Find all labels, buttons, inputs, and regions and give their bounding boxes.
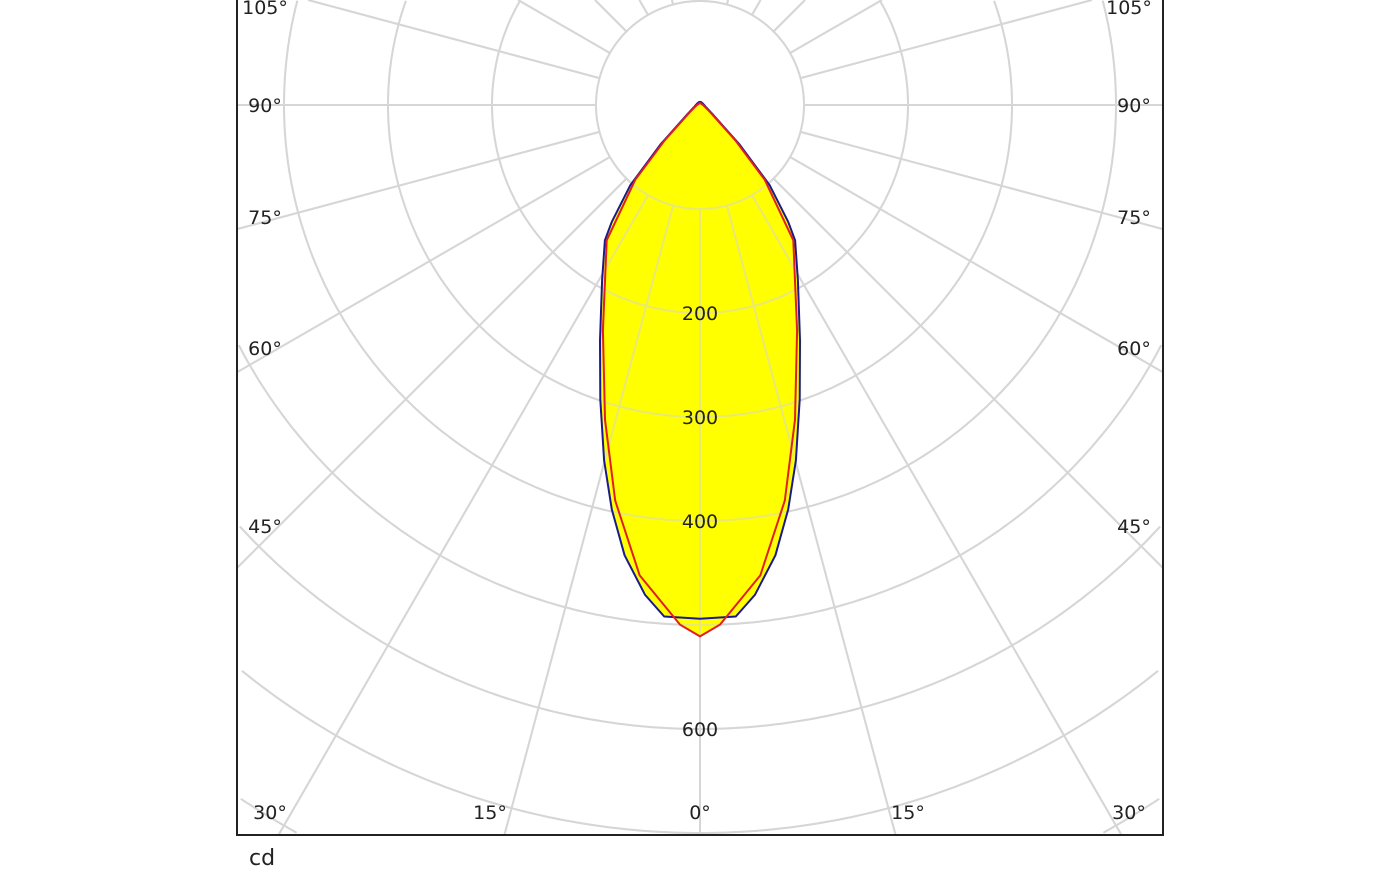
grid-ring-overlay — [237, 344, 1163, 626]
angle-tick-label: 60° — [248, 338, 282, 360]
grid-spoke-overlay — [789, 0, 883, 54]
grid-spoke-overlay — [800, 0, 1093, 80]
chart-frame — [236, 0, 1164, 836]
grid-ring-overlay — [239, 525, 1161, 730]
grid-spoke-overlay — [236, 177, 628, 569]
grid-spoke-overlay — [236, 130, 600, 231]
angle-tick-label: 90° — [248, 95, 282, 117]
grid-spoke-overlay — [503, 205, 675, 836]
angle-tick-label: 0° — [689, 802, 711, 824]
angle-tick-label: 75° — [248, 207, 282, 229]
grid-spoke-overlay — [236, 156, 611, 374]
angle-tick-label: 45° — [248, 516, 282, 538]
grid-spoke-overlay — [307, 0, 600, 80]
grid-spoke-overlay — [751, 194, 1123, 836]
grid-spoke-overlay — [800, 130, 1164, 231]
grid-spoke-overlay — [772, 0, 806, 33]
grid-spoke-overlay — [277, 194, 649, 836]
grid-spoke-overlay — [670, 0, 675, 5]
angle-tick-label: 90° — [1117, 95, 1151, 117]
angle-tick-label: 45° — [1117, 516, 1151, 538]
grid-spoke-overlay — [789, 156, 1164, 374]
grid-ring-overlay — [283, 0, 1117, 522]
angle-tick-label: 60° — [1117, 338, 1151, 360]
grid-ring-overlay — [241, 670, 1159, 834]
radial-tick-label: 600 — [682, 719, 718, 741]
angle-tick-label: 30° — [1112, 802, 1146, 824]
grid-ring-overlay — [387, 0, 1013, 418]
radial-tick-label: 400 — [682, 511, 718, 533]
angle-tick-label: 15° — [891, 802, 925, 824]
grid-spoke-overlay — [725, 205, 897, 836]
grid-spoke-overlay — [517, 0, 611, 54]
angle-tick-label: 30° — [253, 802, 287, 824]
grid-spoke-overlay — [638, 0, 649, 16]
radial-tick-label: 300 — [682, 407, 718, 429]
grid-overlay — [236, 0, 1164, 836]
grid-spoke-overlay — [594, 0, 628, 33]
grid-spoke-overlay — [751, 0, 762, 16]
grid-spoke-overlay — [772, 177, 1164, 569]
grid-ring-overlay — [240, 797, 1160, 834]
unit-label: cd — [249, 846, 276, 871]
angle-tick-label: 105° — [242, 0, 288, 19]
series-line-1 — [601, 101, 799, 638]
angle-tick-label: 75° — [1117, 207, 1151, 229]
angle-tick-label: 105° — [1106, 0, 1152, 19]
angle-tick-label: 15° — [473, 802, 507, 824]
grid-spoke-overlay — [725, 0, 730, 5]
radial-tick-label: 200 — [682, 303, 718, 325]
